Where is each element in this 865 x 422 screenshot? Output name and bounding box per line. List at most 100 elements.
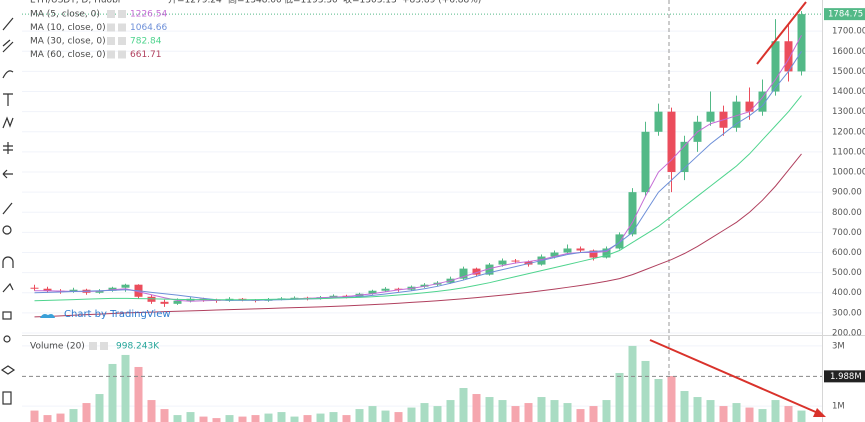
candle-body [160, 301, 169, 304]
volume-bar [576, 409, 585, 422]
volume-bar [628, 345, 637, 422]
volume-bar [680, 391, 689, 422]
volume-bar [394, 412, 403, 422]
legend-value: 1064.66 [130, 23, 167, 33]
y-tick-label: 1100.00 [832, 147, 865, 157]
candle-body [706, 111, 715, 122]
ma-line [34, 34, 802, 302]
volume-value: 998.243K [116, 342, 160, 352]
volume-bar [407, 407, 416, 422]
candle-body [69, 289, 78, 292]
tool-icon[interactable] [2, 282, 14, 293]
tool-icon[interactable] [2, 70, 14, 79]
legend-name: MA (30, close, 0) [30, 37, 106, 47]
volume-bar [238, 416, 247, 422]
y-tick-label: 600.00 [832, 248, 862, 258]
legend-value: 661.71 [130, 50, 162, 60]
volume-bar [446, 400, 455, 422]
tool-icon[interactable] [3, 142, 13, 154]
volume-marker-label: 1.988M [830, 372, 862, 382]
candle-body [511, 260, 520, 262]
legend-button [100, 342, 108, 350]
volume-title: Volume (20) [30, 342, 85, 352]
legend: MA (5, close, 0) 1226.54 MA (10, close, 0)… [30, 0, 481, 352]
y-tick-label: 900.00 [832, 188, 862, 198]
y-tick-label: 400.00 [832, 288, 862, 298]
y-tick-label: 1300.00 [832, 107, 865, 117]
y-tick-label: 1500.00 [832, 67, 865, 77]
candle-body [30, 287, 39, 289]
volume-bar [329, 412, 338, 422]
ohlc-readout: 开=1279.24 [168, 0, 222, 6]
volume-bar [654, 379, 663, 422]
y-tick-label: 3M [832, 341, 845, 351]
tool-icon[interactable] [2, 39, 14, 53]
candle-body [550, 252, 559, 257]
candle-body [680, 141, 689, 173]
tool-icon[interactable] [2, 311, 12, 320]
volume-bar [563, 403, 572, 422]
legend-button [107, 10, 115, 18]
toolbar-bg [0, 0, 22, 422]
volume-bar [199, 416, 208, 422]
candle-body [576, 248, 585, 251]
tool-icon[interactable] [3, 93, 13, 106]
candle-body [472, 268, 481, 275]
volume-bar [121, 354, 130, 422]
candle-body [43, 288, 52, 291]
volume-marker-box [824, 370, 865, 383]
tool-icon[interactable] [2, 116, 14, 129]
y-tick-label: 500.00 [832, 268, 862, 278]
legend-button [107, 50, 115, 59]
volume-bar [589, 406, 598, 422]
candle-body [797, 14, 806, 72]
tool-icon[interactable] [2, 169, 13, 179]
volume-bar [459, 388, 468, 422]
volume-bar [316, 413, 325, 422]
legend-button [118, 23, 126, 32]
candle-body [147, 296, 156, 302]
volume-bar [537, 397, 546, 422]
candle-body [758, 91, 767, 112]
volume-bar [355, 409, 364, 422]
candle-body [95, 290, 104, 293]
tool-icon[interactable] [2, 225, 12, 235]
candle-body [563, 248, 572, 253]
ohlc-readout: 高=1348.00 [228, 0, 282, 6]
watermark: Chart by TradingView [40, 309, 171, 320]
volume-bar [56, 413, 65, 422]
candle-body [238, 298, 247, 300]
tool-icon[interactable] [0, 365, 16, 375]
legend-button [118, 37, 126, 45]
volume-bar [472, 394, 481, 422]
tool-icon[interactable] [2, 256, 14, 268]
candle-body [615, 234, 624, 249]
chart-title: ETH/USDT, D, Huobi [30, 0, 120, 6]
y-tick-label: 1400.00 [832, 87, 865, 97]
volume-bar [485, 397, 494, 422]
ohlc-readout: +83.89 (+6.88%) [402, 0, 481, 6]
volume-bar [225, 415, 234, 422]
tool-icon[interactable] [3, 335, 11, 343]
candle-body [667, 111, 676, 173]
ohlc-readout: 低=1193.30 [284, 0, 338, 6]
volume-bar [524, 403, 533, 422]
candle-body [628, 192, 637, 235]
volume-bar [433, 406, 442, 422]
y-tick-label: 300.00 [832, 308, 862, 318]
tool-icon[interactable] [2, 17, 14, 31]
legend-value: 1226.54 [130, 10, 167, 20]
ma-line [34, 95, 802, 302]
volume-bar [212, 418, 221, 422]
ma-line [34, 153, 802, 318]
legend-button [107, 23, 115, 32]
trend-line [649, 339, 819, 414]
candle-body [173, 300, 182, 304]
plot [22, 11, 822, 422]
volume-bar [277, 412, 286, 422]
tool-icon[interactable] [2, 202, 13, 215]
candle-body [121, 284, 130, 288]
volume-bar [69, 409, 78, 422]
tool-icon[interactable] [2, 391, 12, 405]
